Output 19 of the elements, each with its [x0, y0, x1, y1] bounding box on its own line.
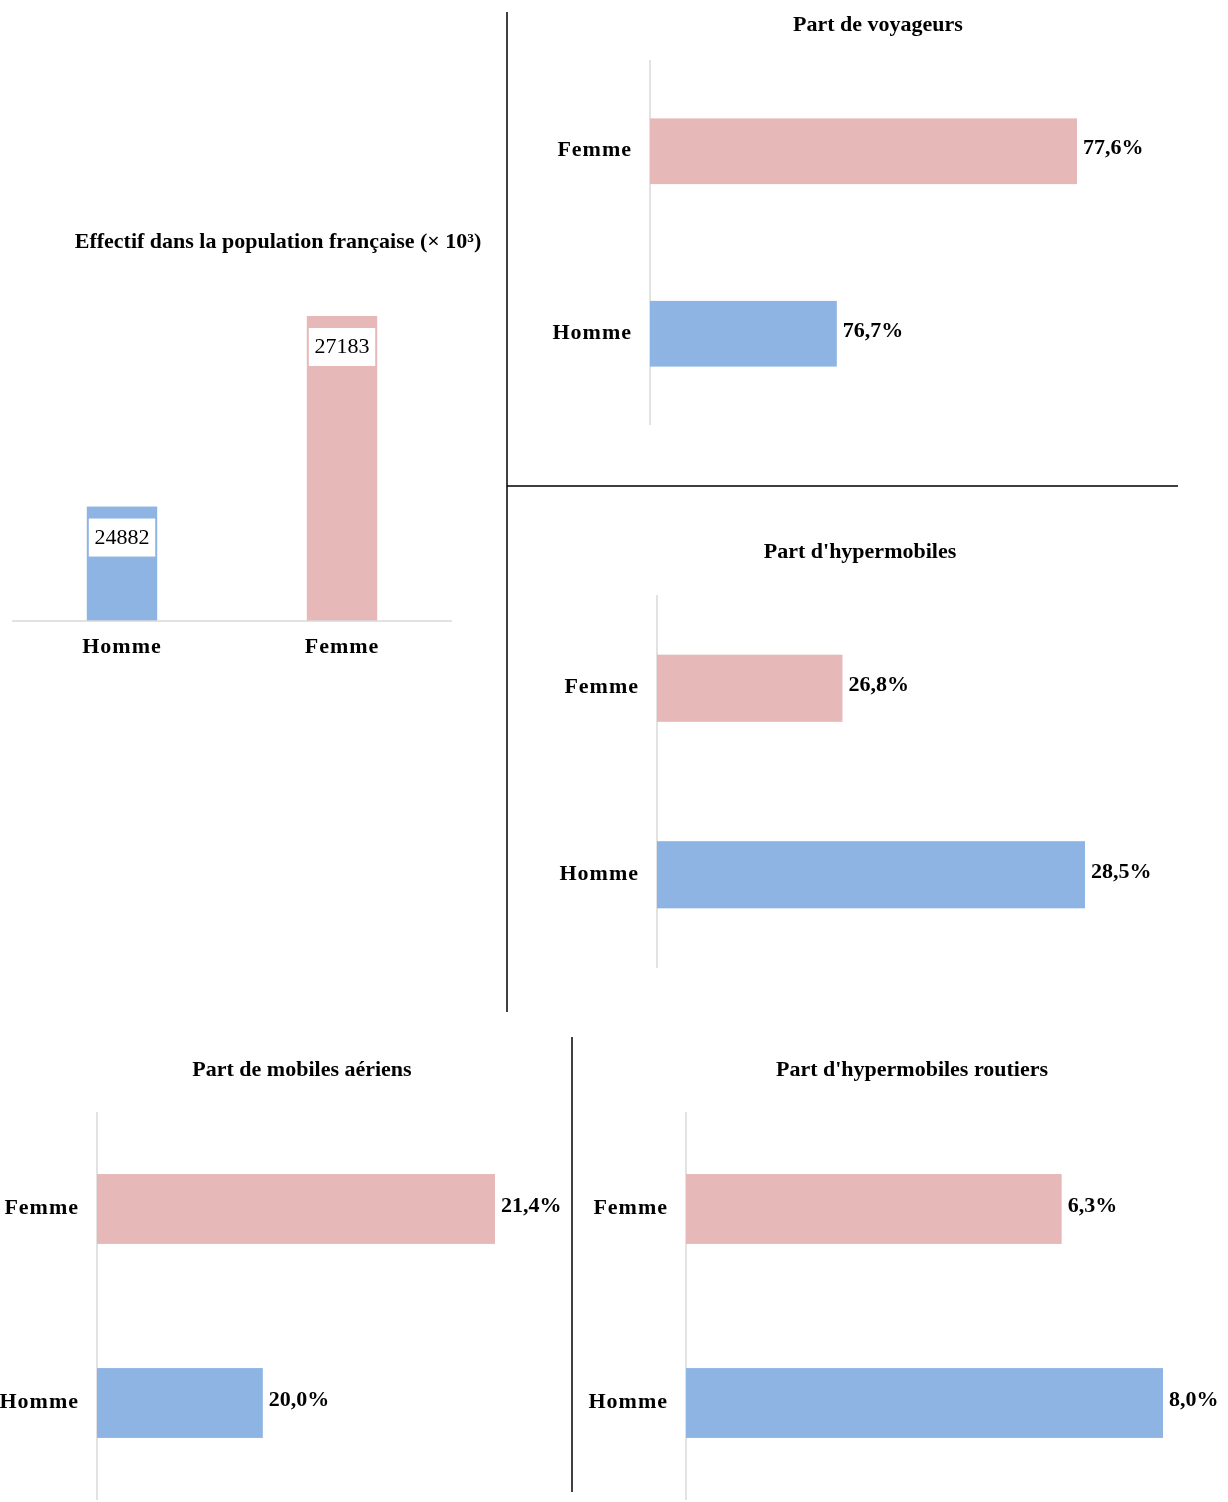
- y-tick-label: Homme: [559, 859, 639, 885]
- chart-title: Part d'hypermobiles routiers: [775, 1056, 1049, 1082]
- chart-title: Part d'hypermobiles: [763, 538, 957, 564]
- chart-title: Part de voyageurs: [793, 11, 964, 37]
- y-tick-label: Femme: [557, 136, 632, 162]
- chart-title: Part de mobiles aériens: [192, 1056, 413, 1082]
- data-label: 6,3%: [1067, 1192, 1118, 1218]
- y-tick-label: Homme: [552, 318, 632, 344]
- data-label: 21,4%: [501, 1192, 562, 1218]
- data-label: 24882: [94, 523, 150, 549]
- data-label: 27183: [314, 333, 370, 359]
- data-label: 26,8%: [848, 671, 909, 697]
- data-label: 76,7%: [842, 316, 904, 342]
- y-tick-label: Femme: [564, 673, 639, 699]
- data-label: 20,0%: [268, 1386, 330, 1412]
- data-label: 28,5%: [1091, 857, 1152, 883]
- data-label: 77,6%: [1083, 134, 1144, 160]
- chart-title: Effectif dans la population française (× 10³): [74, 228, 482, 254]
- data-label: 8,0%: [1169, 1386, 1219, 1412]
